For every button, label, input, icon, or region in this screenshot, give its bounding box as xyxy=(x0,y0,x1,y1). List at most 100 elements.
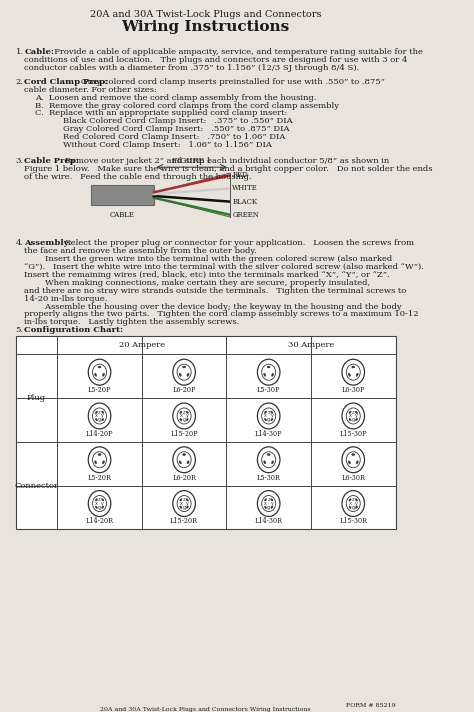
Text: Plug: Plug xyxy=(27,394,46,402)
Text: L15-30P: L15-30P xyxy=(339,430,367,438)
Ellipse shape xyxy=(180,506,182,508)
Text: g: g xyxy=(182,417,186,422)
Ellipse shape xyxy=(356,506,357,508)
Text: x: x xyxy=(95,501,98,506)
Text: y: y xyxy=(101,414,104,419)
Text: 5.: 5. xyxy=(16,326,24,335)
Ellipse shape xyxy=(349,411,351,414)
Text: “G”).   Insert the white wire into the terminal with the silver colored screw (a: “G”). Insert the white wire into the ter… xyxy=(24,263,424,271)
Text: of the wire.   Feed the cable end through the housing.: of the wire. Feed the cable end through … xyxy=(24,173,252,181)
Text: 2.: 2. xyxy=(16,78,24,85)
Text: Insert the remaining wires (red, black, etc) into the terminals marked “X”, “Y”,: Insert the remaining wires (red, black, … xyxy=(24,271,390,278)
Ellipse shape xyxy=(186,506,188,508)
Ellipse shape xyxy=(182,454,186,456)
Ellipse shape xyxy=(356,373,358,377)
Ellipse shape xyxy=(186,419,188,421)
Text: 4.: 4. xyxy=(16,239,24,247)
Ellipse shape xyxy=(264,411,266,414)
Text: 3.: 3. xyxy=(16,157,24,165)
Ellipse shape xyxy=(271,498,273,501)
Text: Cable:: Cable: xyxy=(24,48,55,56)
Ellipse shape xyxy=(101,419,104,421)
Text: L5-20R: L5-20R xyxy=(88,473,111,482)
Text: x: x xyxy=(180,501,182,506)
Text: z: z xyxy=(352,410,355,415)
Text: conditions of use and location.   The plugs and connectors are designed for use : conditions of use and location. The plug… xyxy=(24,56,408,64)
Text: and there are no stray wire strands outside the terminals.   Tighten the termina: and there are no stray wire strands outs… xyxy=(24,287,407,295)
Ellipse shape xyxy=(180,419,182,421)
Text: conductor cables with a diameter from .375” to 1.156” (12/3 SJ through 8/4 S).: conductor cables with a diameter from .3… xyxy=(24,63,360,72)
Text: Without Cord Clamp Insert:   1.06” to 1.156” DIA: Without Cord Clamp Insert: 1.06” to 1.15… xyxy=(64,141,272,150)
Ellipse shape xyxy=(180,498,182,501)
Ellipse shape xyxy=(187,373,189,377)
Text: B.  Remove the gray colored cord clamps from the cord clamp assembly: B. Remove the gray colored cord clamps f… xyxy=(35,102,339,110)
Text: x: x xyxy=(264,501,267,506)
Text: g: g xyxy=(182,505,186,510)
Text: cable diameter. For other sizes:: cable diameter. For other sizes: xyxy=(24,85,157,93)
Text: Cable Prep:: Cable Prep: xyxy=(24,157,79,165)
Ellipse shape xyxy=(94,373,97,377)
Text: properly aligns the two parts.   Tighten the cord clamp assembly screws to a max: properly aligns the two parts. Tighten t… xyxy=(24,310,419,318)
Text: Insert the green wire into the terminal with the green colored screw (also marke: Insert the green wire into the terminal … xyxy=(24,255,392,263)
Text: x: x xyxy=(264,414,267,419)
Text: 14-20 in-lbs torque.: 14-20 in-lbs torque. xyxy=(24,295,108,303)
Ellipse shape xyxy=(182,366,186,368)
Ellipse shape xyxy=(186,498,188,501)
Text: z: z xyxy=(183,410,185,415)
Ellipse shape xyxy=(271,506,273,508)
Bar xyxy=(16,336,395,530)
Text: Figure 1 below.   Make sure the wire is clean, and a bright copper color.   Do n: Figure 1 below. Make sure the wire is cl… xyxy=(24,165,433,173)
Text: L15-30R: L15-30R xyxy=(339,518,367,525)
Ellipse shape xyxy=(264,419,266,421)
Ellipse shape xyxy=(95,411,98,414)
Text: Assembly:: Assembly: xyxy=(24,239,72,247)
Ellipse shape xyxy=(179,461,181,464)
Ellipse shape xyxy=(179,373,181,377)
Ellipse shape xyxy=(102,461,104,464)
Text: g: g xyxy=(352,417,355,422)
Text: the face and remove the assembly from the outer body.: the face and remove the assembly from th… xyxy=(24,247,257,255)
Ellipse shape xyxy=(356,498,357,501)
Ellipse shape xyxy=(186,411,188,414)
Text: Remove outer jacket 2” and strip each individual conductor 5/8” as shown in: Remove outer jacket 2” and strip each in… xyxy=(57,157,390,165)
Ellipse shape xyxy=(349,506,351,508)
Text: FIGURE 1: FIGURE 1 xyxy=(172,157,211,165)
Text: L14-30P: L14-30P xyxy=(255,430,283,438)
Text: z: z xyxy=(183,498,185,503)
Text: y: y xyxy=(270,501,273,506)
Ellipse shape xyxy=(348,461,350,464)
Ellipse shape xyxy=(95,498,98,501)
Text: z: z xyxy=(267,498,270,503)
Bar xyxy=(91,185,154,205)
Ellipse shape xyxy=(271,411,273,414)
Text: L5-20P: L5-20P xyxy=(88,386,111,394)
Text: L6-20R: L6-20R xyxy=(172,473,196,482)
Text: CABLE: CABLE xyxy=(110,211,135,219)
Text: g: g xyxy=(352,505,355,510)
Ellipse shape xyxy=(98,366,101,368)
Text: x: x xyxy=(349,501,352,506)
Text: y: y xyxy=(186,501,189,506)
Ellipse shape xyxy=(95,506,98,508)
Text: x: x xyxy=(180,414,182,419)
Text: g: g xyxy=(98,417,101,422)
Text: RED: RED xyxy=(232,172,248,179)
Ellipse shape xyxy=(101,411,104,414)
Text: L14-20P: L14-20P xyxy=(86,430,113,438)
Text: 20A and 30A Twist-Lock Plugs and Connectors: 20A and 30A Twist-Lock Plugs and Connect… xyxy=(90,10,321,19)
Ellipse shape xyxy=(352,454,355,456)
Ellipse shape xyxy=(271,419,273,421)
Ellipse shape xyxy=(102,373,104,377)
Text: y: y xyxy=(355,501,358,506)
Text: 1.: 1. xyxy=(16,48,24,56)
Text: When making connections, make certain they are secure, properly insulated,: When making connections, make certain th… xyxy=(24,278,370,287)
Text: z: z xyxy=(352,498,355,503)
Text: Configuration Chart:: Configuration Chart: xyxy=(24,326,123,335)
Text: z: z xyxy=(98,498,101,503)
Ellipse shape xyxy=(267,366,270,368)
Text: z: z xyxy=(267,410,270,415)
Text: L6-30P: L6-30P xyxy=(342,386,365,394)
Text: Wiring Instructions: Wiring Instructions xyxy=(121,20,290,34)
Text: g: g xyxy=(267,417,270,422)
Text: 30 Ampere: 30 Ampere xyxy=(288,341,334,350)
